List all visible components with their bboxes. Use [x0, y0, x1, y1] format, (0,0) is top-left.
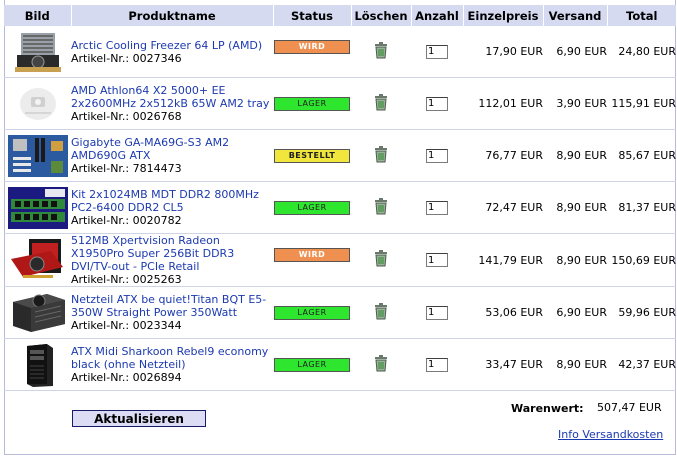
quantity-input[interactable]	[426, 44, 448, 59]
header-product: Produktname	[71, 5, 274, 26]
product-link[interactable]: Netzteil ATX be quiet!Titan BQT E5-350W …	[71, 293, 267, 319]
product-link[interactable]: Kit 2x1024MB MDT DDR2 800MHz PC2-6400 DD…	[71, 188, 259, 214]
motherboard-product-image[interactable]	[7, 133, 69, 179]
row-total: 115,91 EUR	[607, 77, 676, 130]
table-row: Gigabyte GA-MA69G-S3 AM2 AMD690G ATX Art…	[4, 129, 676, 182]
header-status: Status	[273, 5, 352, 26]
graphics-card-product-image[interactable]	[7, 237, 69, 283]
trash-icon[interactable]	[374, 41, 388, 62]
header-quantity: Anzahl	[411, 5, 464, 26]
article-number: Artikel-Nr.: 0023344	[71, 319, 182, 332]
article-number: Artikel-Nr.: 7814473	[71, 162, 182, 175]
trash-icon[interactable]	[374, 197, 388, 218]
product-link[interactable]: AMD Athlon64 X2 5000+ EE 2x2600MHz 2x512…	[71, 84, 270, 110]
article-number: Artikel-Nr.: 0025263	[71, 273, 182, 286]
cpu-cooler-product-image[interactable]	[7, 29, 69, 75]
row-total: 150,69 EUR	[607, 233, 676, 287]
article-number: Artikel-Nr.: 0020782	[71, 214, 182, 227]
row-total: 81,37 EUR	[607, 181, 676, 234]
shipping-cost: 3,90 EUR	[543, 77, 607, 130]
unit-price: 72,47 EUR	[463, 181, 543, 234]
cart-table: Bild Produktname Status Löschen Anzahl E…	[4, 5, 676, 391]
quantity-input[interactable]	[426, 96, 448, 111]
pc-case-product-image[interactable]	[7, 342, 69, 388]
trash-icon[interactable]	[374, 250, 388, 270]
header-shipping: Versand	[543, 5, 608, 26]
shipping-cost: 8,90 EUR	[543, 233, 607, 287]
unit-price: 141,79 EUR	[463, 233, 543, 287]
shipping-cost: 8,90 EUR	[543, 129, 607, 182]
table-row: Kit 2x1024MB MDT DDR2 800MHz PC2-6400 DD…	[4, 181, 676, 234]
status-badge: LAGER	[274, 358, 350, 372]
trash-icon[interactable]	[374, 302, 388, 323]
status-badge: LAGER	[274, 201, 350, 215]
quantity-input[interactable]	[426, 253, 448, 268]
table-header-row: Bild Produktname Status Löschen Anzahl E…	[4, 5, 676, 26]
quantity-input[interactable]	[426, 200, 448, 215]
shipping-cost: 6,90 EUR	[543, 26, 607, 78]
table-row: Arctic Cooling Freezer 64 LP (AMD) Artik…	[4, 26, 676, 78]
unit-price: 33,47 EUR	[463, 338, 543, 391]
product-link[interactable]: 512MB Xpertvision Radeon X1950Pro Super …	[71, 234, 235, 273]
row-total: 24,80 EUR	[607, 26, 676, 78]
article-number: Artikel-Nr.: 0027346	[71, 51, 182, 65]
quantity-input[interactable]	[426, 357, 448, 372]
shipping-info-link[interactable]: Info Versandkosten	[558, 428, 664, 441]
shipping-cost: 8,90 EUR	[543, 181, 607, 234]
product-link[interactable]: Gigabyte GA-MA69G-S3 AM2 AMD690G ATX	[71, 136, 230, 162]
quantity-input[interactable]	[426, 305, 448, 320]
status-badge: WIRD BESTELLT	[274, 248, 350, 271]
header-image: Bild	[4, 5, 72, 26]
unit-price: 53,06 EUR	[463, 286, 543, 339]
status-badge: WIRD BESTELLT	[274, 39, 350, 63]
trash-icon[interactable]	[374, 354, 388, 375]
warenwert-label: Warenwert:	[511, 402, 584, 415]
table-row: 512MB Xpertvision Radeon X1950Pro Super …	[4, 233, 676, 287]
quantity-input[interactable]	[426, 148, 448, 163]
power-supply-product-image[interactable]	[7, 290, 69, 336]
unit-price: 112,01 EUR	[463, 77, 543, 130]
table-row: AMD Athlon64 X2 5000+ EE 2x2600MHz 2x512…	[4, 77, 676, 130]
table-row: Netzteil ATX be quiet!Titan BQT E5-350W …	[4, 286, 676, 339]
no-image-placeholder[interactable]	[7, 81, 69, 127]
header-delete: Löschen	[351, 5, 412, 26]
row-total: 59,96 EUR	[607, 286, 676, 339]
warenwert-value: 507,47 EUR	[597, 401, 662, 414]
row-total: 85,67 EUR	[607, 129, 676, 182]
product-link[interactable]: ATX Midi Sharkoon Rebel9 economy black (…	[71, 345, 269, 371]
ram-kit-product-image[interactable]	[7, 185, 69, 231]
table-row: ATX Midi Sharkoon Rebel9 economy black (…	[4, 338, 676, 391]
row-total: 42,37 EUR	[607, 338, 676, 391]
header-total: Total	[607, 5, 676, 26]
article-number: Artikel-Nr.: 0026768	[71, 110, 182, 123]
header-unit-price: Einzelpreis	[463, 5, 544, 26]
trash-icon[interactable]	[374, 145, 388, 166]
shipping-cost: 8,90 EUR	[543, 338, 607, 391]
status-badge: LAGER	[274, 97, 350, 111]
unit-price: 17,90 EUR	[463, 26, 543, 78]
update-cart-button[interactable]: Aktualisieren	[72, 410, 206, 427]
status-badge: BESTELLT	[274, 149, 350, 163]
unit-price: 76,77 EUR	[463, 129, 543, 182]
trash-icon[interactable]	[374, 93, 388, 114]
article-number: Artikel-Nr.: 0026894	[71, 371, 182, 384]
shipping-cost: 6,90 EUR	[543, 286, 607, 339]
status-badge: LAGER	[274, 306, 350, 320]
product-link[interactable]: Arctic Cooling Freezer 64 LP (AMD)	[71, 38, 263, 52]
